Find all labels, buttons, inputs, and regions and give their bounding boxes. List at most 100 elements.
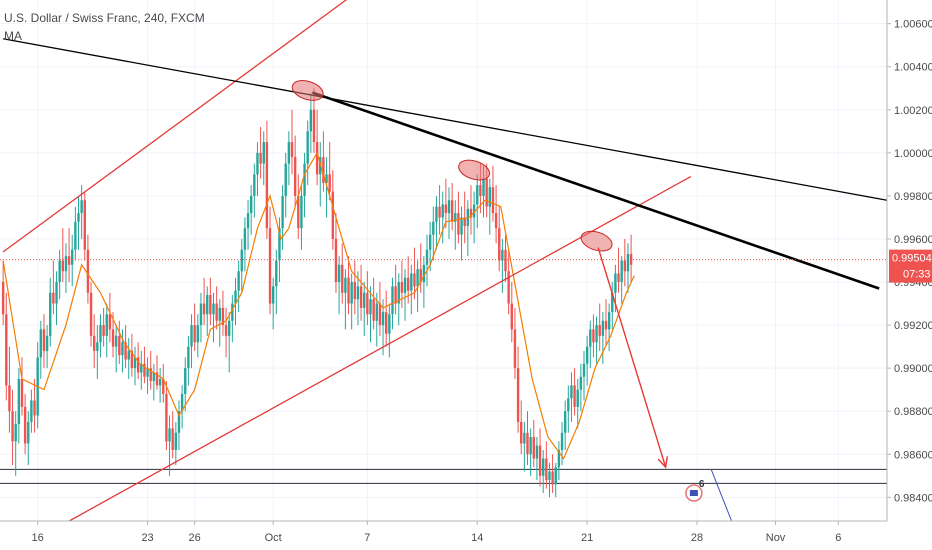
candle-body: [149, 368, 152, 382]
candle-body: [507, 271, 510, 304]
candle-countdown: 07:33: [903, 269, 931, 281]
grid: [0, 0, 887, 521]
candle-body: [567, 398, 570, 412]
price-tick-label: 1.00400: [894, 62, 932, 74]
candle-body: [344, 277, 347, 293]
candle-body: [253, 174, 256, 196]
candle-body: [372, 299, 375, 321]
price-tick-label: 0.99000: [894, 363, 932, 375]
candle-body: [563, 411, 567, 433]
candle-body: [71, 249, 74, 265]
candle-body: [155, 372, 159, 386]
candle-body: [221, 307, 225, 326]
candle-body: [39, 329, 43, 358]
candle-body: [165, 393, 168, 442]
candle-body: [133, 357, 137, 369]
candle-body: [77, 213, 80, 222]
candle-body: [193, 325, 196, 343]
blue-line: [710, 469, 733, 522]
price-tick-label: 1.00200: [894, 105, 932, 117]
candle-body: [171, 428, 174, 450]
candle-body: [92, 335, 96, 351]
candle-body: [526, 432, 529, 455]
price-tick-label: 0.99600: [894, 234, 932, 246]
candle-body: [438, 206, 441, 218]
candle-body: [488, 187, 492, 207]
candle-body: [406, 277, 410, 291]
candle-body: [614, 273, 617, 293]
candle-body: [30, 400, 33, 422]
support-levels: [0, 468, 887, 484]
candle-body: [234, 290, 237, 304]
candle-body: [585, 346, 589, 364]
candle-body: [168, 428, 171, 442]
time-scale-bg[interactable]: [0, 521, 887, 550]
candle-body: [99, 325, 102, 343]
candle-body: [190, 325, 193, 347]
candle-body: [271, 286, 275, 304]
candle-body: [454, 213, 457, 222]
candle-body: [86, 249, 90, 293]
candle-body: [319, 157, 322, 175]
candle-body: [557, 449, 561, 468]
candle-body: [341, 264, 344, 293]
candle-body: [74, 221, 77, 250]
candle-body: [350, 282, 353, 304]
candle-body: [11, 411, 14, 442]
candle-body: [626, 254, 630, 272]
candle-body: [425, 249, 429, 265]
ma-line: [2, 151, 635, 460]
candle-body: [130, 350, 134, 369]
time-scale[interactable]: 16 23 26 Oct 7 14 21 28 Nov 6: [32, 521, 842, 544]
candle-body: [331, 191, 335, 239]
candle-body: [61, 260, 64, 272]
touch-point-ellipse: [291, 80, 324, 101]
candle-body: [180, 393, 184, 412]
price-tick-label: 1.00600: [894, 19, 932, 31]
candle-body: [604, 320, 608, 330]
candle-body: [184, 368, 187, 394]
candle-body: [300, 195, 303, 229]
candle-body: [369, 299, 372, 315]
candle-body: [206, 294, 209, 315]
candle-body: [111, 329, 115, 347]
candle-body: [554, 467, 557, 485]
candle-body: [435, 206, 438, 222]
candle-body: [143, 363, 146, 377]
candle-body: [199, 303, 203, 326]
candle-body: [469, 208, 473, 218]
candle-body: [290, 142, 294, 158]
candle-body: [27, 421, 30, 444]
candle-body: [501, 249, 504, 261]
time-tick-label: 7: [364, 532, 370, 544]
candle-body: [108, 314, 112, 330]
candle-body: [152, 372, 156, 382]
candle-body: [287, 142, 291, 164]
candle-body: [45, 335, 49, 351]
price-tick-label: 0.98600: [894, 449, 932, 461]
candle-body: [485, 178, 488, 207]
candle-body: [498, 228, 501, 261]
candle-body: [388, 314, 391, 334]
bold-trendline: [311, 91, 880, 290]
time-tick-label: 21: [581, 532, 593, 544]
candle-body: [284, 163, 287, 196]
candle-body: [297, 195, 300, 229]
candle-body: [5, 314, 8, 386]
candle-body: [306, 131, 309, 164]
candle-body: [158, 378, 162, 386]
candle-body: [33, 400, 36, 416]
candle-body: [64, 256, 68, 272]
indicator-label-ma[interactable]: MA: [4, 29, 22, 43]
price-tick-label: 0.98800: [894, 406, 932, 418]
candle-body: [136, 357, 140, 373]
time-tick-label: 16: [32, 532, 44, 544]
candle-body: [14, 424, 17, 442]
candle-body: [20, 378, 24, 407]
candle-body: [224, 325, 228, 336]
candle-body: [607, 312, 611, 330]
candle-body: [520, 421, 523, 444]
candle-body: [450, 200, 454, 222]
candle-body: [494, 213, 498, 229]
